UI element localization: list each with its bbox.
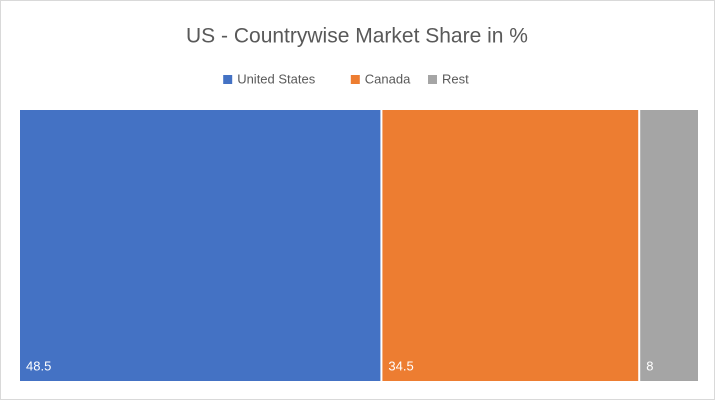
legend-swatch — [350, 75, 360, 84]
data-label: 48.5 — [26, 358, 51, 373]
legend-label: United States — [237, 71, 316, 86]
treemap-tile — [382, 110, 639, 381]
treemap-tile — [640, 110, 698, 381]
legend-label: Canada — [365, 71, 411, 86]
data-label: 8 — [646, 358, 653, 373]
legend-swatch — [428, 75, 437, 84]
data-label: 34.5 — [388, 358, 413, 373]
legend-swatch — [223, 75, 233, 84]
legend-label: Rest — [442, 71, 469, 86]
treemap-tile — [20, 110, 381, 381]
chart-title: US - Countrywise Market Share in % — [186, 25, 528, 48]
